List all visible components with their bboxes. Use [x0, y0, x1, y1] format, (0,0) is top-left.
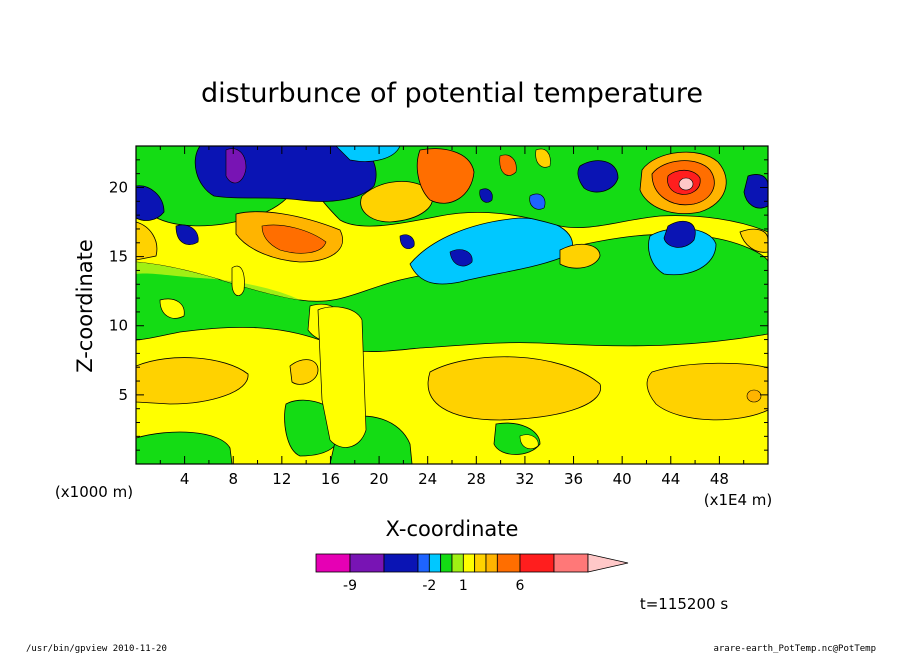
y-unit-label: (x1000 m) [55, 483, 133, 501]
x-tick-label: 36 [564, 470, 583, 488]
x-tick-label: 44 [661, 470, 680, 488]
contour-field [136, 146, 768, 464]
colorbar-segment [462, 553, 476, 573]
x-tick-label: 32 [515, 470, 534, 488]
x-tick-label: 48 [710, 470, 729, 488]
colorbar-label: -2 [422, 578, 436, 594]
colorbar-segment [553, 553, 589, 573]
time-label: t=115200 s [640, 595, 728, 613]
chart-title: disturbunce of potential temperature [201, 78, 703, 109]
x-tick-label: 12 [272, 470, 291, 488]
colorbar-segment [349, 553, 385, 573]
colorbar-label: -9 [343, 578, 357, 594]
colorbar-segment [440, 553, 453, 573]
footer-left: /usr/bin/gpview 2010-11-20 [26, 644, 167, 654]
x-tick-label: 20 [370, 470, 389, 488]
y-tick-label: 15 [109, 248, 128, 266]
colorbar-segment [496, 553, 521, 573]
colorbar-segment [474, 553, 487, 573]
footer-right: arare-earth_PotTemp.nc@PotTemp [713, 644, 876, 654]
x-tick-label: 40 [613, 470, 632, 488]
y-tick-label: 10 [109, 317, 128, 335]
x-tick-label: 8 [228, 470, 238, 488]
y-tick-label: 20 [109, 178, 128, 196]
x-tick-label: 4 [180, 470, 190, 488]
colorbar-segment [485, 553, 498, 573]
colorbar-label: 1 [459, 578, 468, 594]
y-axis: 5 10 15 20 [109, 159, 768, 451]
colorbar [315, 553, 629, 573]
x-axis: 4 8 12 16 20 24 28 32 36 40 44 48 [159, 146, 745, 488]
x-tick-label: 24 [418, 470, 437, 488]
colorbar-segment [428, 553, 442, 573]
x-tick-label: 28 [467, 470, 486, 488]
colorbar-segment [417, 553, 430, 573]
colorbar-label: 6 [516, 578, 525, 594]
colorbar-segment [451, 553, 464, 573]
y-tick-label: 5 [118, 386, 128, 404]
colorbar-arrow [587, 553, 629, 573]
y-axis-title: Z-coordinate [73, 239, 97, 373]
colorbar-segment [519, 553, 555, 573]
x-tick-label: 16 [321, 470, 340, 488]
x-axis-title: X-coordinate [386, 517, 519, 541]
colorbar-segment [383, 553, 419, 573]
colorbar-labels: -9 -2 1 6 [343, 578, 525, 594]
colorbar-segment [315, 553, 351, 573]
x-unit-label: (x1E4 m) [704, 491, 773, 509]
